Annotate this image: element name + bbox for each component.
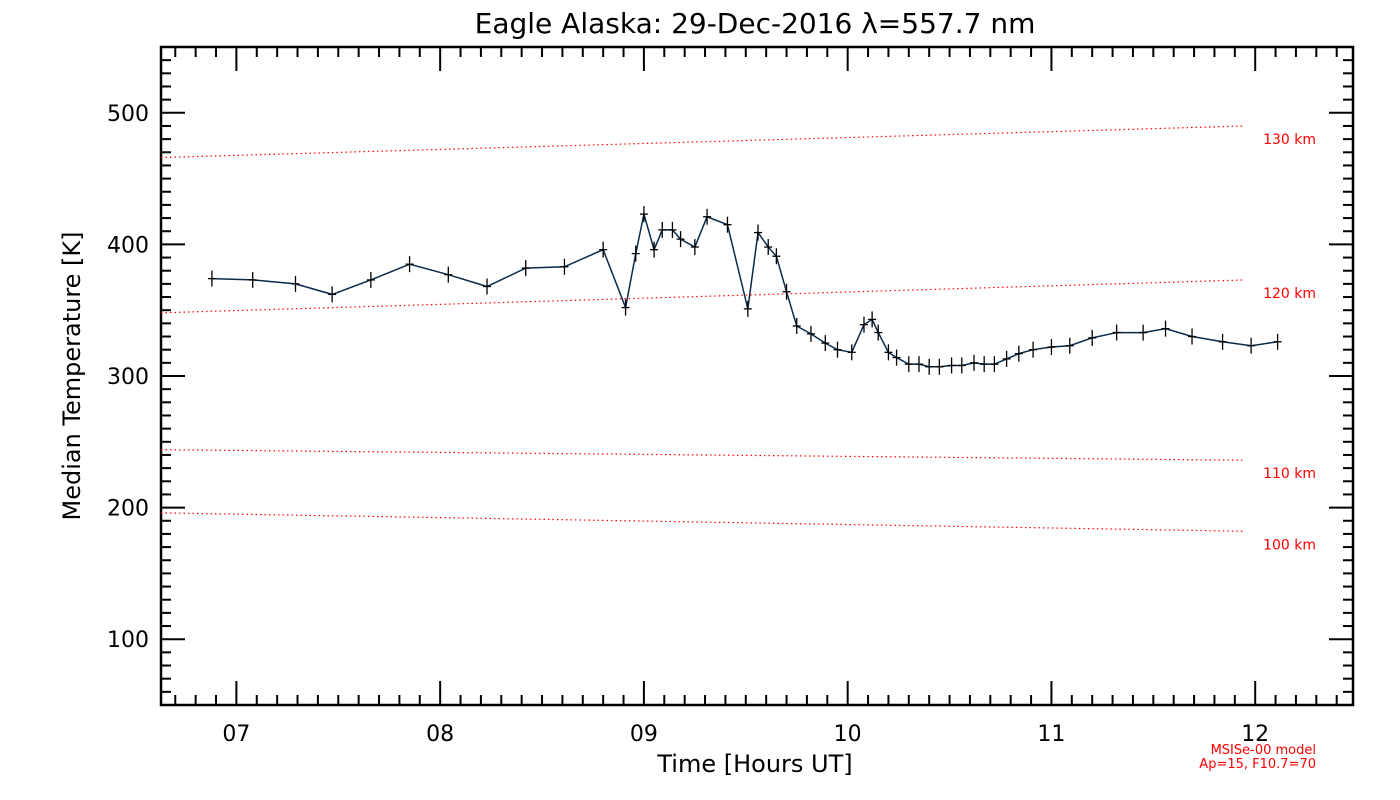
model-curve-label: 130 km (1263, 132, 1316, 148)
model-curve (160, 279, 1246, 314)
data-point (792, 317, 801, 334)
data-point (892, 349, 901, 366)
model-note-line-1: MSISe-00 model (1211, 743, 1316, 758)
data-point (1047, 339, 1056, 356)
data-point (560, 258, 569, 275)
data-point (1247, 337, 1256, 354)
data-point (621, 299, 630, 316)
plot-border (159, 45, 1355, 707)
data-point (650, 241, 659, 258)
data-point (821, 335, 830, 352)
data-point (782, 283, 791, 300)
series-line (211, 213, 1278, 368)
data-point (806, 325, 815, 342)
x-tick-label: 10 (834, 722, 862, 747)
data-point (947, 357, 956, 374)
data-point (658, 221, 667, 238)
data-point (1002, 350, 1011, 367)
data-point (957, 357, 966, 374)
y-tick-label: 300 (107, 365, 149, 390)
data-point (1014, 345, 1023, 362)
data-point (874, 324, 883, 341)
model-curve-label: 120 km (1263, 286, 1316, 302)
y-tick-label: 500 (107, 102, 149, 127)
model-curve (160, 125, 1246, 159)
data-point (1112, 324, 1121, 341)
data-point (723, 216, 732, 233)
data-point (690, 239, 699, 256)
data-point (884, 344, 893, 361)
model-curve (160, 512, 1246, 532)
data-point (935, 358, 944, 375)
data-point (1218, 333, 1227, 350)
data-point (1188, 328, 1197, 345)
data-point (970, 354, 979, 371)
data-point (833, 341, 842, 358)
data-point (1273, 333, 1282, 350)
data-point (1161, 320, 1170, 337)
data-point (639, 206, 648, 223)
data-point (743, 300, 752, 317)
data-point (405, 256, 414, 273)
data-point (291, 275, 300, 292)
data-point (754, 224, 763, 241)
x-tick-label: 07 (222, 722, 250, 747)
data-point (925, 358, 934, 375)
data-point (631, 245, 640, 262)
model-note-line-2: Ap=15, F10.7=70 (1199, 757, 1316, 772)
data-series (207, 206, 1282, 375)
data-point (847, 344, 856, 361)
data-point (772, 248, 781, 265)
data-point (764, 239, 773, 256)
x-tick-label: 09 (630, 722, 658, 747)
data-point (599, 241, 608, 258)
data-point (1139, 324, 1148, 341)
model-curve (160, 449, 1246, 461)
model-curves: 130 km 120 km 110 km 100 km (160, 125, 1316, 553)
y-tick-label: 200 (107, 497, 149, 522)
y-tick-label: 400 (107, 233, 149, 258)
x-tick-label: 11 (1037, 722, 1065, 747)
y-axis-label: Median Temperature [K] (58, 231, 86, 520)
data-point (868, 311, 877, 328)
data-point (248, 271, 257, 288)
plot-frame (159, 45, 1355, 707)
x-axis-label: Time [Hours UT] (656, 750, 852, 778)
data-point (1088, 329, 1097, 346)
data-point (483, 278, 492, 295)
data-point (1065, 337, 1074, 354)
model-curve-label: 110 km (1263, 466, 1316, 482)
model-curve-label: 100 km (1263, 537, 1316, 553)
x-tick-label: 12 (1241, 722, 1269, 747)
data-point (859, 316, 868, 333)
chart-title: Eagle Alaska: 29-Dec-2016 λ=557.7 nm (475, 7, 1036, 40)
x-tick-label: 08 (426, 722, 454, 747)
data-point (328, 286, 337, 303)
data-point (444, 266, 453, 283)
data-point (668, 221, 677, 238)
data-point (914, 356, 923, 373)
data-point (676, 231, 685, 248)
data-point (1029, 341, 1038, 358)
data-point (990, 356, 999, 373)
y-tick-label: 100 (107, 628, 149, 653)
data-point (207, 270, 216, 287)
data-point (703, 208, 712, 225)
data-point (366, 271, 375, 288)
data-point (521, 260, 530, 277)
x-axis: 07 08 09 10 11 12 (174, 47, 1338, 747)
data-point (904, 356, 913, 373)
data-point (980, 356, 989, 373)
y-axis: 100 200 300 400 500 (107, 46, 1353, 706)
